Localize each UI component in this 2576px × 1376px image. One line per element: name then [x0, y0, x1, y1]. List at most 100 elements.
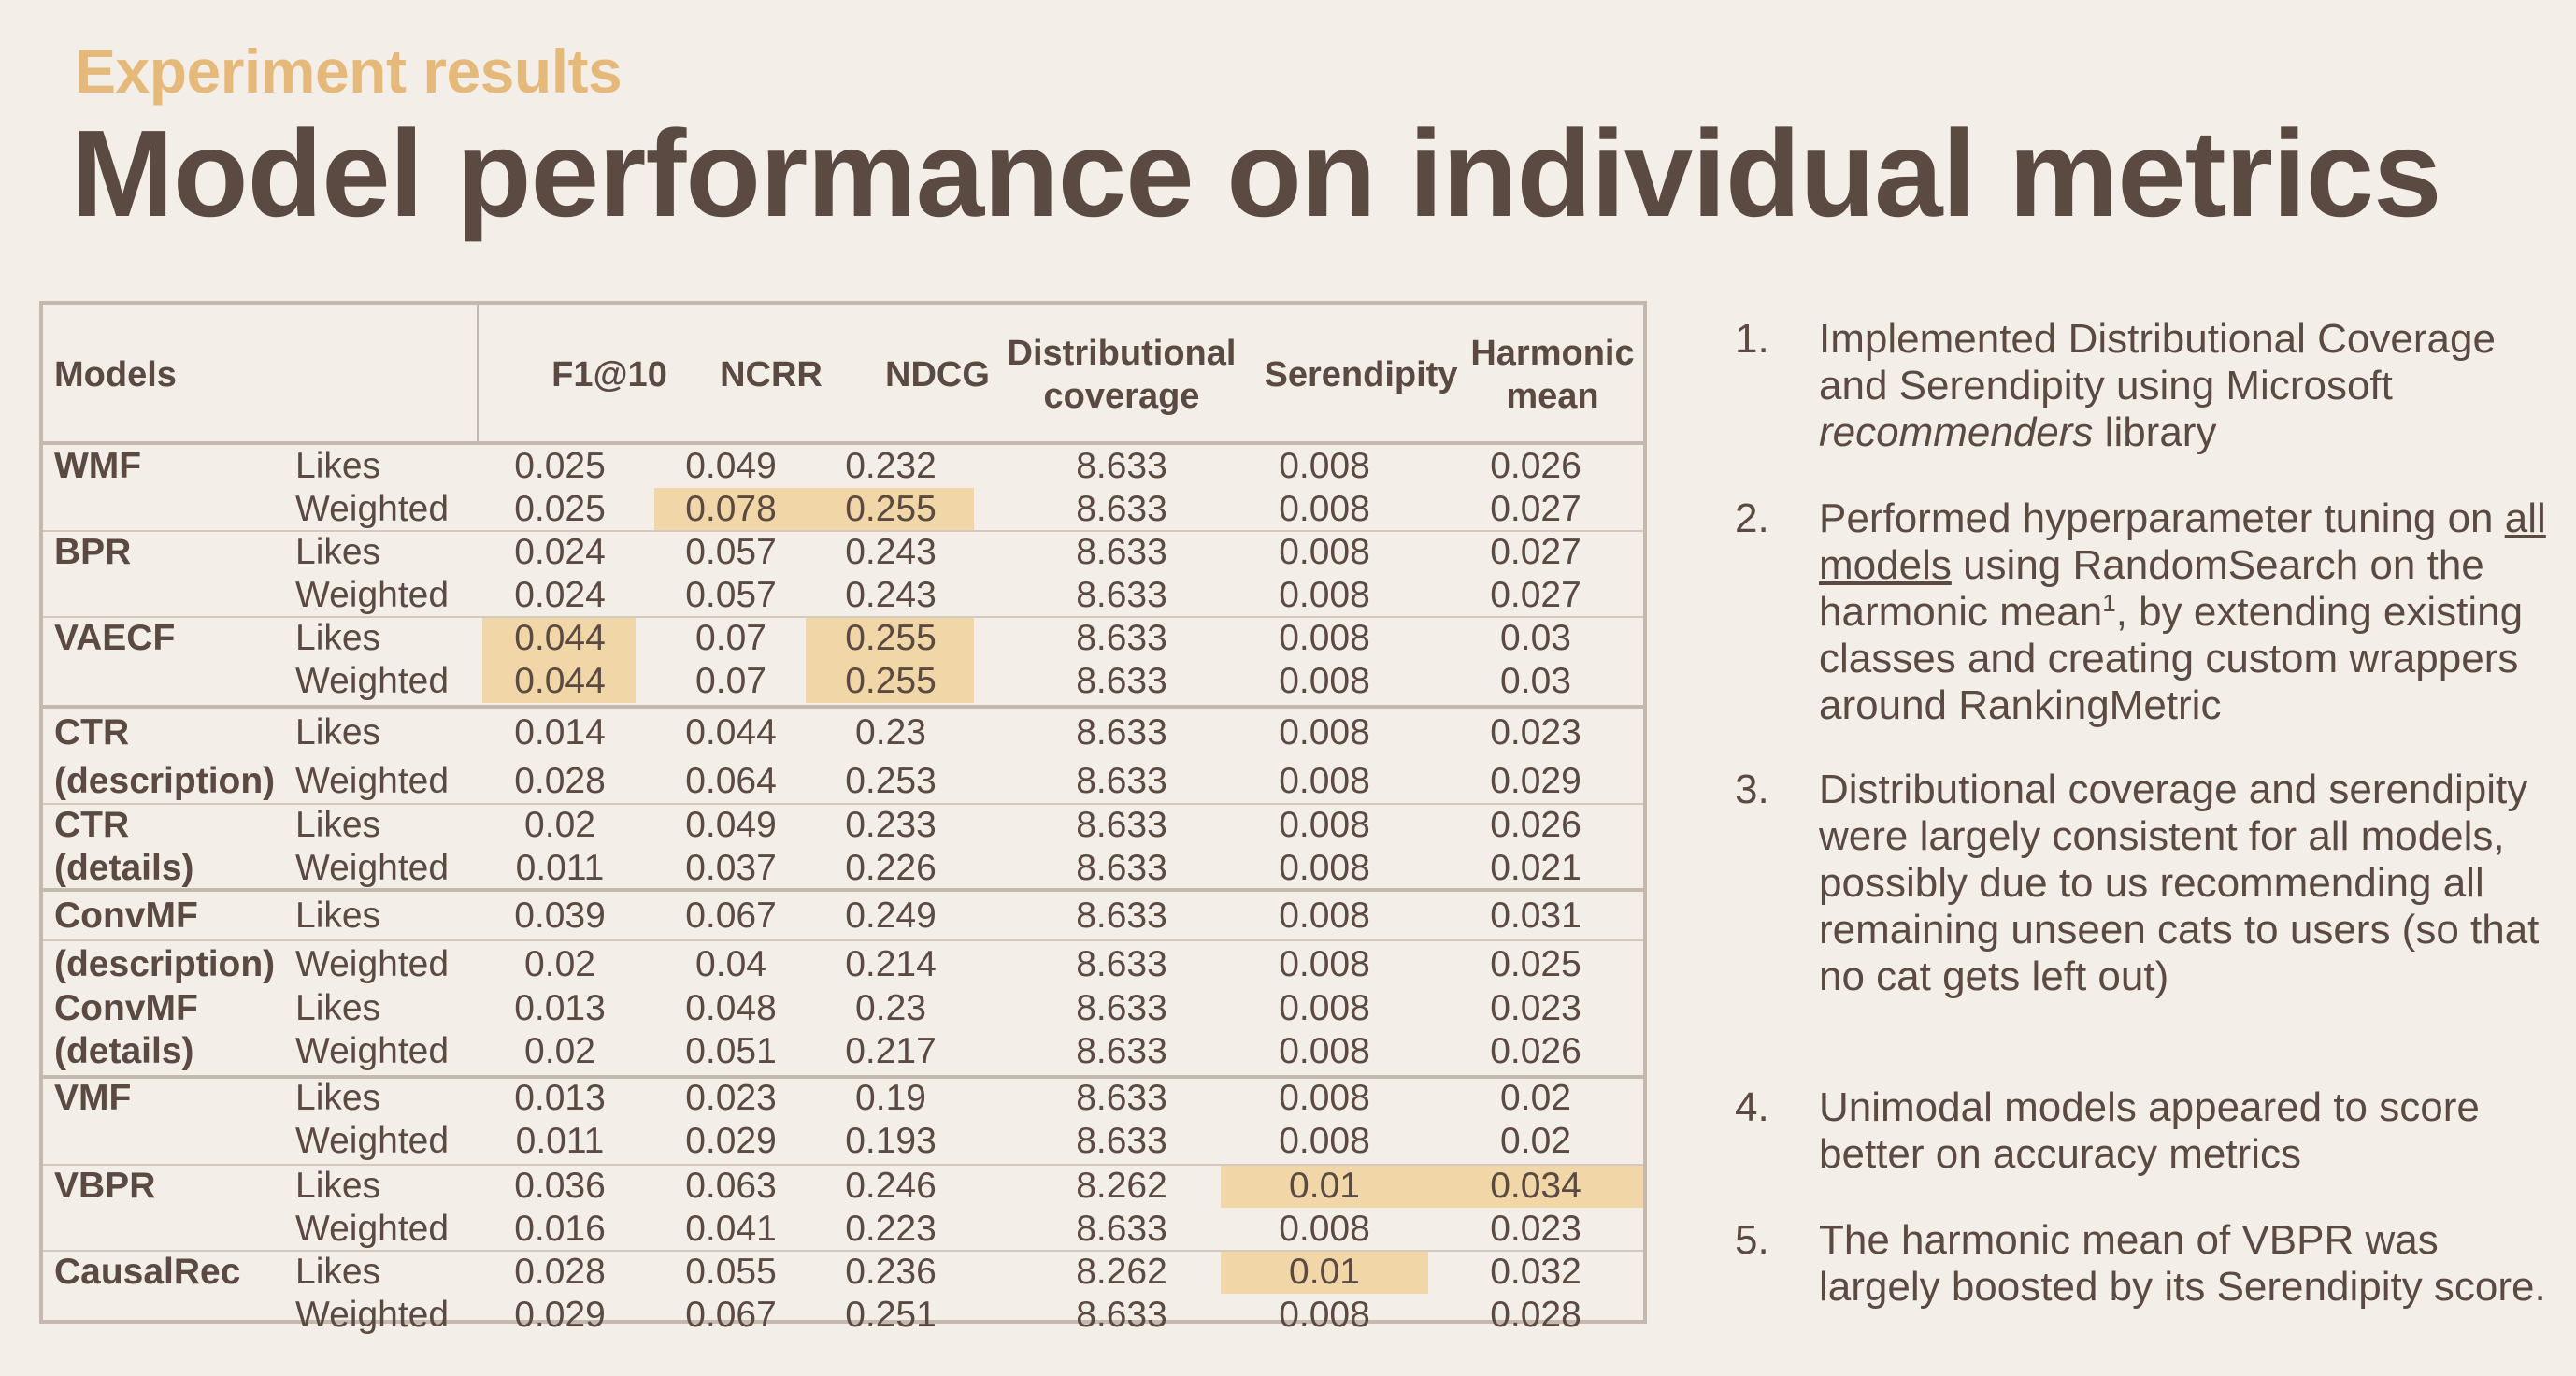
cell-f1: 0.011 — [515, 1121, 605, 1161]
cell-ncrr: 0.037 — [685, 848, 777, 888]
col-header-ncrr: NCRR — [720, 355, 823, 394]
table-row: Weighted 0.025 0.078 0.255 8.633 0.008 0.027 — [43, 488, 1643, 531]
cell-variant: Weighted — [295, 761, 450, 801]
cell-harm: 0.026 — [1490, 1031, 1581, 1071]
table-row: Weighted 0.011 0.029 0.193 8.633 0.008 0.02 — [43, 1120, 1643, 1163]
cell-ndcg: 0.23 — [855, 988, 926, 1028]
note-number: 3. — [1735, 767, 1769, 812]
cell-dist: 8.633 — [1076, 761, 1167, 801]
cell-seren: 0.008 — [1279, 944, 1370, 984]
cell-harm: 0.023 — [1490, 988, 1581, 1028]
cell-variant: Weighted — [295, 1295, 450, 1335]
cell-ncrr: 0.057 — [685, 575, 777, 615]
cell-model: CausalRec — [54, 1252, 241, 1292]
cell-f1: 0.014 — [514, 712, 606, 752]
results-table-grid: Models F1@10 NCRR NDCG Distributional co… — [43, 305, 1643, 1335]
cell-f1: 0.02 — [524, 944, 595, 984]
table-row: (details) Weighted 0.011 0.037 0.226 8.633 0.0… — [43, 847, 1643, 890]
cell-ncrr: 0.04 — [695, 944, 766, 984]
table-row: ConvMF Likes 0.013 0.048 0.23 8.633 0.008 0.023 — [43, 987, 1643, 1030]
cell-ncrr: 0.078 — [685, 489, 777, 529]
cell-ndcg: 0.236 — [845, 1252, 937, 1292]
cell-f1: 0.024 — [514, 532, 606, 572]
cell-variant: Weighted — [295, 1209, 450, 1249]
cell-harm: 0.023 — [1490, 1209, 1581, 1249]
cell-seren: 0.008 — [1279, 988, 1370, 1028]
cell-model — [54, 1120, 325, 1163]
cell-model — [54, 574, 325, 617]
cell-ndcg: 0.255 — [845, 489, 937, 529]
cell-harm: 0.025 — [1490, 944, 1581, 984]
cell-variant: Likes — [295, 988, 381, 1028]
row-divider — [43, 1164, 1643, 1166]
highlight-cell — [806, 488, 974, 531]
cell-ndcg: 0.233 — [845, 805, 937, 845]
cell-variant: Weighted — [295, 489, 450, 529]
cell-f1: 0.029 — [514, 1295, 606, 1335]
note-text: The harmonic mean of VBPR was largely bo… — [1819, 1217, 2546, 1310]
cell-ncrr: 0.049 — [685, 805, 777, 845]
cell-dist: 8.633 — [1076, 805, 1167, 845]
cell-harm: 0.027 — [1490, 575, 1581, 615]
cell-dist: 8.262 — [1076, 1166, 1167, 1206]
col-header-harmonic: Harmonic mean — [1470, 334, 1635, 416]
note-text: Unimodal models appeared to score better… — [1819, 1084, 2480, 1177]
cell-harm: 0.027 — [1490, 489, 1581, 529]
cell-seren: 0.01 — [1289, 1166, 1360, 1206]
cell-f1: 0.02 — [524, 805, 595, 845]
col-header-ndcg: NDCG — [885, 355, 990, 394]
cell-seren: 0.008 — [1279, 848, 1370, 888]
cell-ncrr: 0.048 — [685, 988, 777, 1028]
col-header-serendipity: Serendipity — [1264, 355, 1458, 394]
table-row: CTR Likes 0.014 0.044 0.23 8.633 0.008 0.023 — [43, 709, 1643, 757]
cell-ncrr: 0.029 — [685, 1121, 777, 1161]
cell-dist: 8.633 — [1076, 1031, 1167, 1071]
cell-model: WMF — [54, 446, 142, 486]
cell-ndcg: 0.23 — [855, 712, 926, 752]
note-number: 1. — [1735, 316, 1769, 362]
cell-ndcg: 0.223 — [845, 1209, 937, 1249]
cell-seren: 0.008 — [1279, 618, 1370, 658]
cell-ndcg: 0.246 — [845, 1166, 937, 1206]
cell-harm: 0.026 — [1490, 446, 1581, 486]
cell-ncrr: 0.051 — [685, 1031, 777, 1071]
group-divider — [43, 888, 1643, 892]
cell-harm: 0.028 — [1490, 1295, 1581, 1335]
cell-f1: 0.025 — [514, 446, 606, 486]
col-header-models: Models — [54, 355, 177, 394]
cell-dist: 8.633 — [1076, 661, 1167, 701]
cell-variant: Weighted — [295, 1121, 450, 1161]
cell-f1: 0.044 — [514, 661, 606, 701]
cell-ndcg: 0.255 — [845, 661, 937, 701]
cell-variant: Weighted — [295, 944, 450, 984]
cell-harm: 0.034 — [1490, 1166, 1581, 1206]
cell-harm: 0.026 — [1490, 805, 1581, 845]
cell-f1: 0.028 — [514, 1252, 606, 1292]
note-number: 4. — [1735, 1084, 1769, 1130]
cell-model: (description) — [54, 944, 276, 984]
cell-variant: Likes — [295, 446, 381, 486]
cell-model: VAECF — [54, 618, 176, 658]
table-row: VMF Likes 0.013 0.023 0.19 8.633 0.008 0.02 — [43, 1077, 1643, 1120]
cell-dist: 8.262 — [1076, 1252, 1167, 1292]
table-row: (description) Weighted 0.02 0.04 0.214 8.633 0… — [43, 940, 1643, 989]
highlight-cell — [654, 488, 806, 531]
cell-variant: Weighted — [295, 1031, 450, 1071]
cell-variant: Weighted — [295, 661, 450, 701]
cell-ncrr: 0.064 — [685, 761, 777, 801]
cell-harm: 0.03 — [1500, 618, 1571, 658]
cell-ncrr: 0.057 — [685, 532, 777, 572]
cell-f1: 0.036 — [514, 1166, 606, 1206]
cell-f1: 0.039 — [514, 896, 606, 936]
cell-harm: 0.031 — [1490, 896, 1581, 936]
cell-f1: 0.044 — [514, 618, 606, 658]
cell-model: VMF — [54, 1078, 132, 1118]
cell-f1: 0.013 — [514, 988, 606, 1028]
cell-dist: 8.633 — [1076, 1121, 1167, 1161]
cell-ndcg: 0.19 — [855, 1078, 926, 1118]
note-number: 5. — [1735, 1217, 1769, 1263]
cell-f1: 0.016 — [514, 1209, 606, 1249]
cell-variant: Likes — [295, 896, 381, 936]
cell-seren: 0.008 — [1279, 761, 1370, 801]
cell-dist: 8.633 — [1076, 1295, 1167, 1335]
